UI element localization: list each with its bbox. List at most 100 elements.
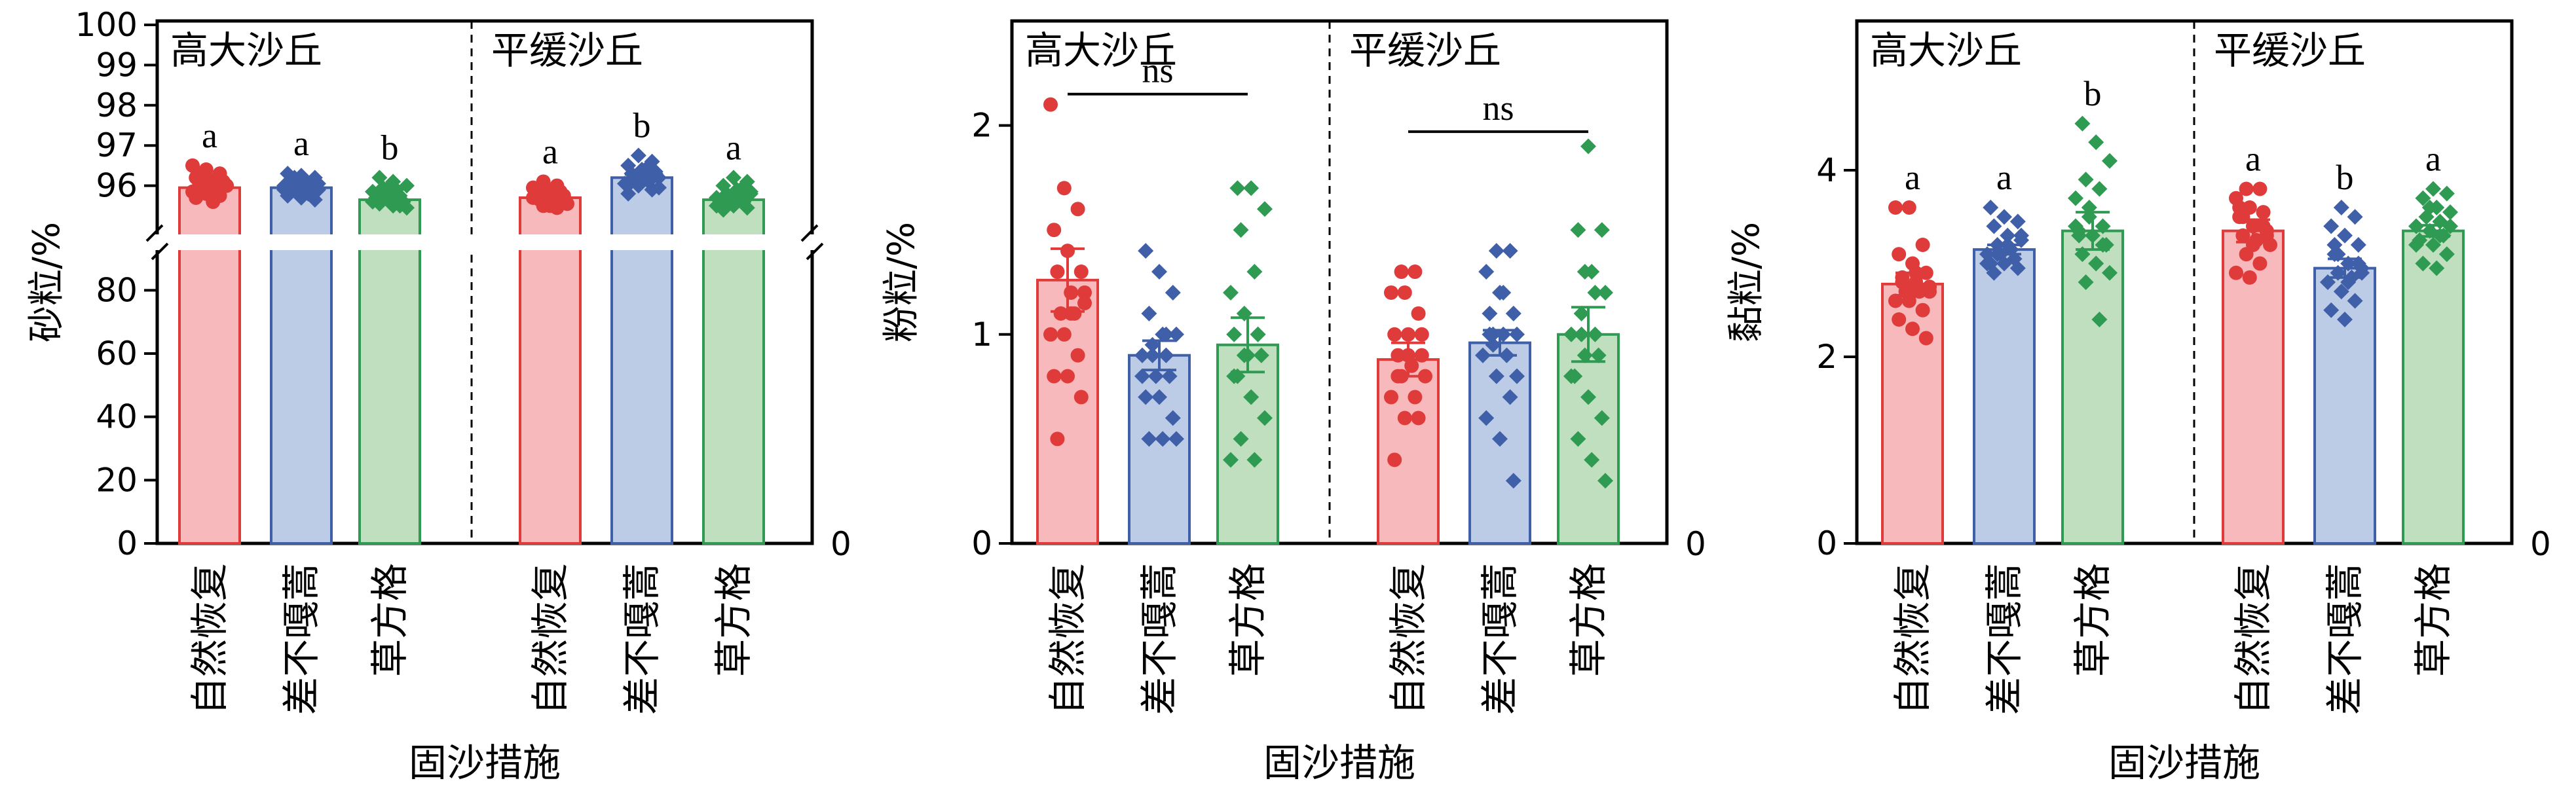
x-axis-title: 固沙措施 <box>1263 740 1415 785</box>
plot-frame <box>155 19 814 545</box>
data-point <box>2350 237 2366 253</box>
data-point <box>2091 312 2108 327</box>
y-tick-label: 20 <box>96 461 138 499</box>
data-point <box>1043 327 1058 342</box>
axis-break-mark <box>145 224 164 242</box>
data-point <box>1155 431 1171 447</box>
data-point <box>2340 274 2357 290</box>
data-point <box>1250 326 1266 342</box>
data-point <box>2239 181 2254 196</box>
bar <box>1557 333 1620 545</box>
data-point <box>1488 243 1504 259</box>
data-point <box>1478 410 1495 426</box>
data-point <box>1478 264 1495 280</box>
data-point <box>1158 326 1174 342</box>
bar <box>358 198 421 545</box>
data-point <box>2071 227 2087 244</box>
data-point <box>1397 285 1412 300</box>
x-category-label: 自然恢复 <box>1890 563 1935 715</box>
data-point <box>368 190 384 206</box>
right-axis-tick-label: 0 <box>831 525 851 563</box>
data-point <box>1165 410 1181 426</box>
group-label-flat-dune: 平缓沙丘 <box>2214 28 2366 73</box>
bar <box>610 176 673 545</box>
data-point <box>1401 327 1415 342</box>
data-point <box>2242 270 2257 285</box>
data-point <box>2432 227 2448 244</box>
data-point <box>1587 326 1603 342</box>
x-category-label: 草方格 <box>1225 563 1270 677</box>
x-category-label: 差不嘎蒿 <box>1478 563 1522 715</box>
data-point <box>219 178 234 193</box>
significance-letter: a <box>2425 139 2441 179</box>
data-point <box>2091 181 2108 197</box>
data-point <box>739 200 755 216</box>
data-point <box>1151 389 1167 405</box>
data-point <box>1073 390 1089 405</box>
data-point <box>2102 153 2118 169</box>
data-point <box>2333 200 2349 215</box>
data-point <box>1384 390 1398 405</box>
data-point <box>1411 306 1426 321</box>
right-axis-tick-label: 0 <box>2530 525 2551 563</box>
data-point <box>1161 368 1178 384</box>
significance-letter: a <box>1996 158 2012 197</box>
data-point <box>300 185 316 202</box>
data-point <box>1253 347 1269 363</box>
data-point <box>1597 284 1613 301</box>
data-point <box>1915 238 1930 252</box>
bar <box>1036 278 1099 545</box>
x-category-label: 差不嘎蒿 <box>620 563 664 715</box>
data-point <box>1563 368 1579 384</box>
data-point <box>1986 218 2002 234</box>
data-point <box>1418 369 1432 384</box>
significance-letter: b <box>381 128 399 167</box>
data-point <box>1050 431 1065 447</box>
data-point <box>2246 238 2260 252</box>
x-category-label: 草方格 <box>1566 563 1611 677</box>
y-axis-title: 粉粒/% <box>880 222 923 342</box>
data-point <box>1233 222 1249 238</box>
data-point <box>1053 306 1068 321</box>
x-category-label: 差不嘎蒿 <box>2323 563 2367 715</box>
axis-break-mark <box>806 242 824 261</box>
data-point <box>2256 205 2271 220</box>
data-point <box>2333 283 2349 300</box>
group-label-tall-dune: 高大沙丘 <box>1025 28 1177 73</box>
data-point <box>1394 265 1409 280</box>
data-point <box>1892 312 1907 327</box>
data-point <box>1391 348 1406 363</box>
data-point <box>1138 243 1154 259</box>
data-point <box>1047 223 1062 238</box>
data-point <box>2252 181 2268 196</box>
data-point <box>644 153 660 170</box>
data-point <box>1236 305 1252 321</box>
group-label-tall-dune: 高大沙丘 <box>170 28 322 73</box>
y-tick-label: 2 <box>1816 338 1837 376</box>
data-point <box>2442 218 2458 234</box>
data-point <box>2438 185 2455 202</box>
data-point <box>2347 293 2363 309</box>
data-point <box>1387 327 1402 342</box>
data-point <box>2235 228 2250 243</box>
x-category-label: 草方格 <box>367 563 412 677</box>
data-point <box>2408 237 2424 253</box>
data-point <box>1073 265 1089 280</box>
data-point <box>2085 227 2100 244</box>
data-point <box>1233 431 1249 447</box>
data-point <box>1563 326 1579 342</box>
data-point <box>1996 255 2012 272</box>
data-point <box>392 198 408 214</box>
data-point <box>1077 295 1092 310</box>
data-point <box>532 192 548 208</box>
data-point <box>2354 265 2370 281</box>
data-point <box>2000 227 2016 244</box>
data-point <box>1580 138 1596 155</box>
bar <box>1973 248 2036 545</box>
data-point <box>722 192 738 208</box>
data-point <box>1064 306 1079 321</box>
data-point <box>1509 368 1525 384</box>
data-point <box>1134 347 1150 363</box>
data-point <box>1070 202 1085 217</box>
